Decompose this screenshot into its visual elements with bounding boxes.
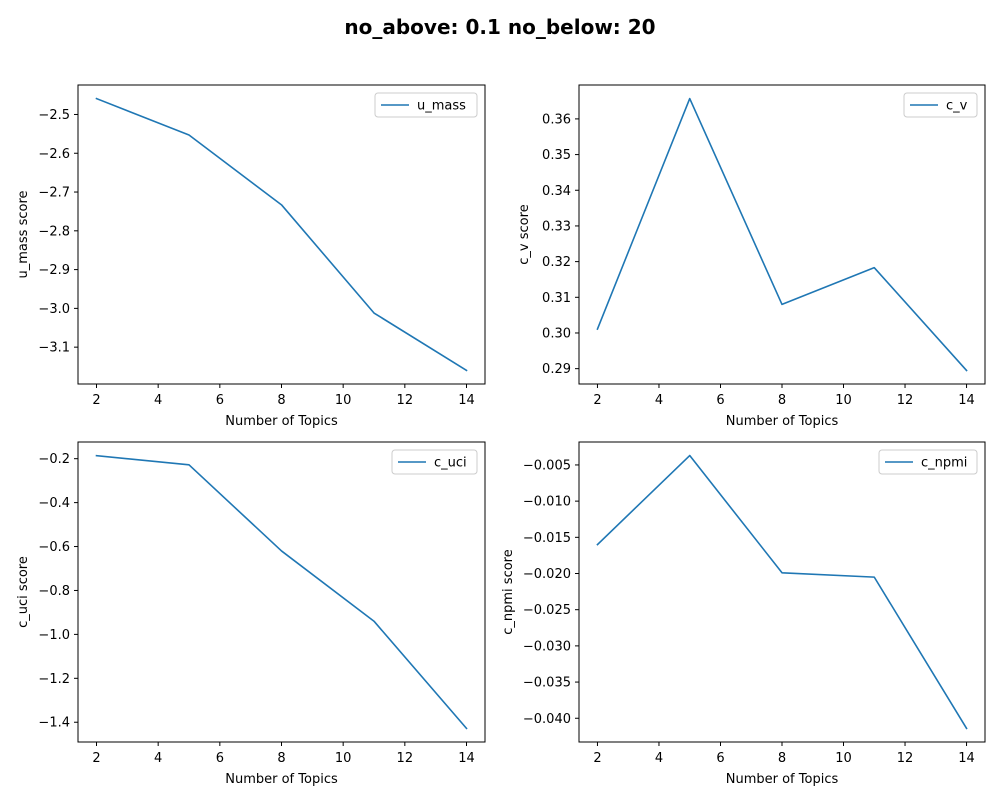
- y-tick-label: 0.34: [542, 184, 571, 199]
- x-tick-label: 2: [92, 393, 100, 408]
- legend: c_v: [903, 92, 978, 118]
- y-tick-label: −1.2: [38, 672, 70, 687]
- y-tick-label: 0.31: [542, 291, 571, 306]
- legend-frame: [878, 449, 978, 475]
- figure-title: no_above: 0.1 no_below: 20: [344, 15, 655, 39]
- x-axis-label: Number of Topics: [225, 772, 338, 787]
- subplot-2: 2 4 6 8 10 12 14 0.29 0.30 0.31 0.32 0.33 0.34 0.35 0.…: [517, 84, 986, 429]
- legend-frame: [374, 92, 478, 118]
- x-tick-label: 14: [958, 393, 975, 408]
- x-tick-label: 2: [92, 751, 100, 766]
- y-tick-label: −1.4: [38, 716, 70, 731]
- x-axis-label: Number of Topics: [726, 414, 839, 429]
- y-axis-label: u_mass score: [16, 191, 31, 279]
- x-tick-label: 14: [458, 751, 475, 766]
- legend-label: c_npmi: [921, 456, 967, 471]
- y-tick-label: 0.30: [542, 326, 571, 341]
- y-tick-label: −1.0: [38, 628, 70, 643]
- legend-frame: [391, 449, 478, 475]
- series-line-u-mass: [95, 97, 468, 372]
- x-tick-label: 4: [655, 751, 663, 766]
- y-tick-label: −0.020: [523, 567, 571, 582]
- x-tick-label: 10: [835, 751, 852, 766]
- y-tick-label: −3.0: [38, 302, 70, 317]
- x-tick-label: 8: [778, 751, 786, 766]
- series-line-c-npmi: [596, 454, 968, 730]
- x-tick-label: 12: [397, 751, 414, 766]
- y-tick-label: −0.005: [523, 458, 571, 473]
- subplot-3: 2 4 6 8 10 12 14 −0.2 −0.4 −0.6 −0.8 −1.0 −1.2 −1.4 Nu…: [16, 441, 486, 787]
- y-tick-label: −0.8: [38, 584, 70, 599]
- legend-label: u_mass: [417, 99, 466, 114]
- y-tick-label: −2.8: [38, 224, 70, 239]
- y-tick-label: 0.35: [542, 148, 571, 163]
- x-tick-label: 4: [154, 393, 162, 408]
- y-tick-label: −2.5: [38, 108, 70, 123]
- y-tick-label: −2.6: [38, 147, 70, 162]
- y-tick-label: −2.9: [38, 263, 70, 278]
- legend-label: c_uci: [434, 456, 467, 471]
- x-tick-label: 2: [593, 393, 601, 408]
- y-tick-label: −2.7: [38, 186, 70, 201]
- x-tick-label: 6: [716, 393, 724, 408]
- x-tick-label: 12: [897, 751, 914, 766]
- y-axis-label: c_uci score: [16, 556, 31, 628]
- subplot-1: 2 4 6 8 10 12 14 −2.5 −2.6 −2.7 −2.8 −2.9 −3.0 −3.1 Nu…: [16, 84, 486, 429]
- y-tick-label: −0.6: [38, 540, 70, 555]
- legend: u_mass: [374, 92, 478, 118]
- x-tick-label: 14: [958, 751, 975, 766]
- x-tick-label: 10: [335, 751, 352, 766]
- y-tick-label: 0.36: [542, 112, 571, 127]
- x-tick-label: 6: [216, 751, 224, 766]
- y-tick-label: −0.035: [523, 676, 571, 691]
- x-tick-label: 14: [458, 393, 475, 408]
- y-tick-label: −0.025: [523, 603, 571, 618]
- y-tick-label: −0.010: [523, 495, 571, 510]
- x-tick-label: 10: [835, 393, 852, 408]
- y-tick-label: −0.030: [523, 639, 571, 654]
- x-tick-label: 12: [897, 393, 914, 408]
- x-axis-label: Number of Topics: [225, 414, 338, 429]
- subplot-grid: 2 4 6 8 10 12 14 −2.5 −2.6 −2.7 −2.8 −2.9 −3.0 −3.1 Nu…: [16, 84, 986, 787]
- x-tick-label: 4: [154, 751, 162, 766]
- x-tick-label: 6: [216, 393, 224, 408]
- x-tick-label: 8: [277, 393, 285, 408]
- x-tick-label: 8: [277, 751, 285, 766]
- x-tick-label: 10: [335, 393, 352, 408]
- y-tick-label: −3.1: [38, 341, 70, 356]
- y-tick-label: 0.32: [542, 255, 571, 270]
- y-tick-label: −0.4: [38, 496, 70, 511]
- x-tick-label: 8: [778, 393, 786, 408]
- y-tick-label: −0.2: [38, 452, 70, 467]
- x-tick-label: 2: [593, 751, 601, 766]
- x-axis-label: Number of Topics: [726, 772, 839, 787]
- y-tick-label: 0.29: [542, 362, 571, 377]
- legend: c_npmi: [878, 449, 978, 475]
- y-axis-label: c_npmi score: [501, 549, 516, 634]
- y-axis-label: c_v score: [517, 204, 532, 264]
- x-tick-label: 6: [716, 751, 724, 766]
- y-tick-label: −0.015: [523, 531, 571, 546]
- legend: c_uci: [391, 449, 478, 475]
- series-line-c-uci: [95, 454, 468, 730]
- legend-label: c_v: [946, 99, 968, 114]
- x-tick-label: 4: [655, 393, 663, 408]
- legend-frame: [903, 92, 978, 118]
- x-tick-label: 12: [397, 393, 414, 408]
- y-tick-label: 0.33: [542, 219, 571, 234]
- series-line-c-v: [596, 97, 968, 372]
- subplot-4: 2 4 6 8 10 12 14 −0.005 −0.010 −0.015 −0.020 −0.025…: [501, 441, 986, 787]
- y-tick-label: −0.040: [523, 712, 571, 727]
